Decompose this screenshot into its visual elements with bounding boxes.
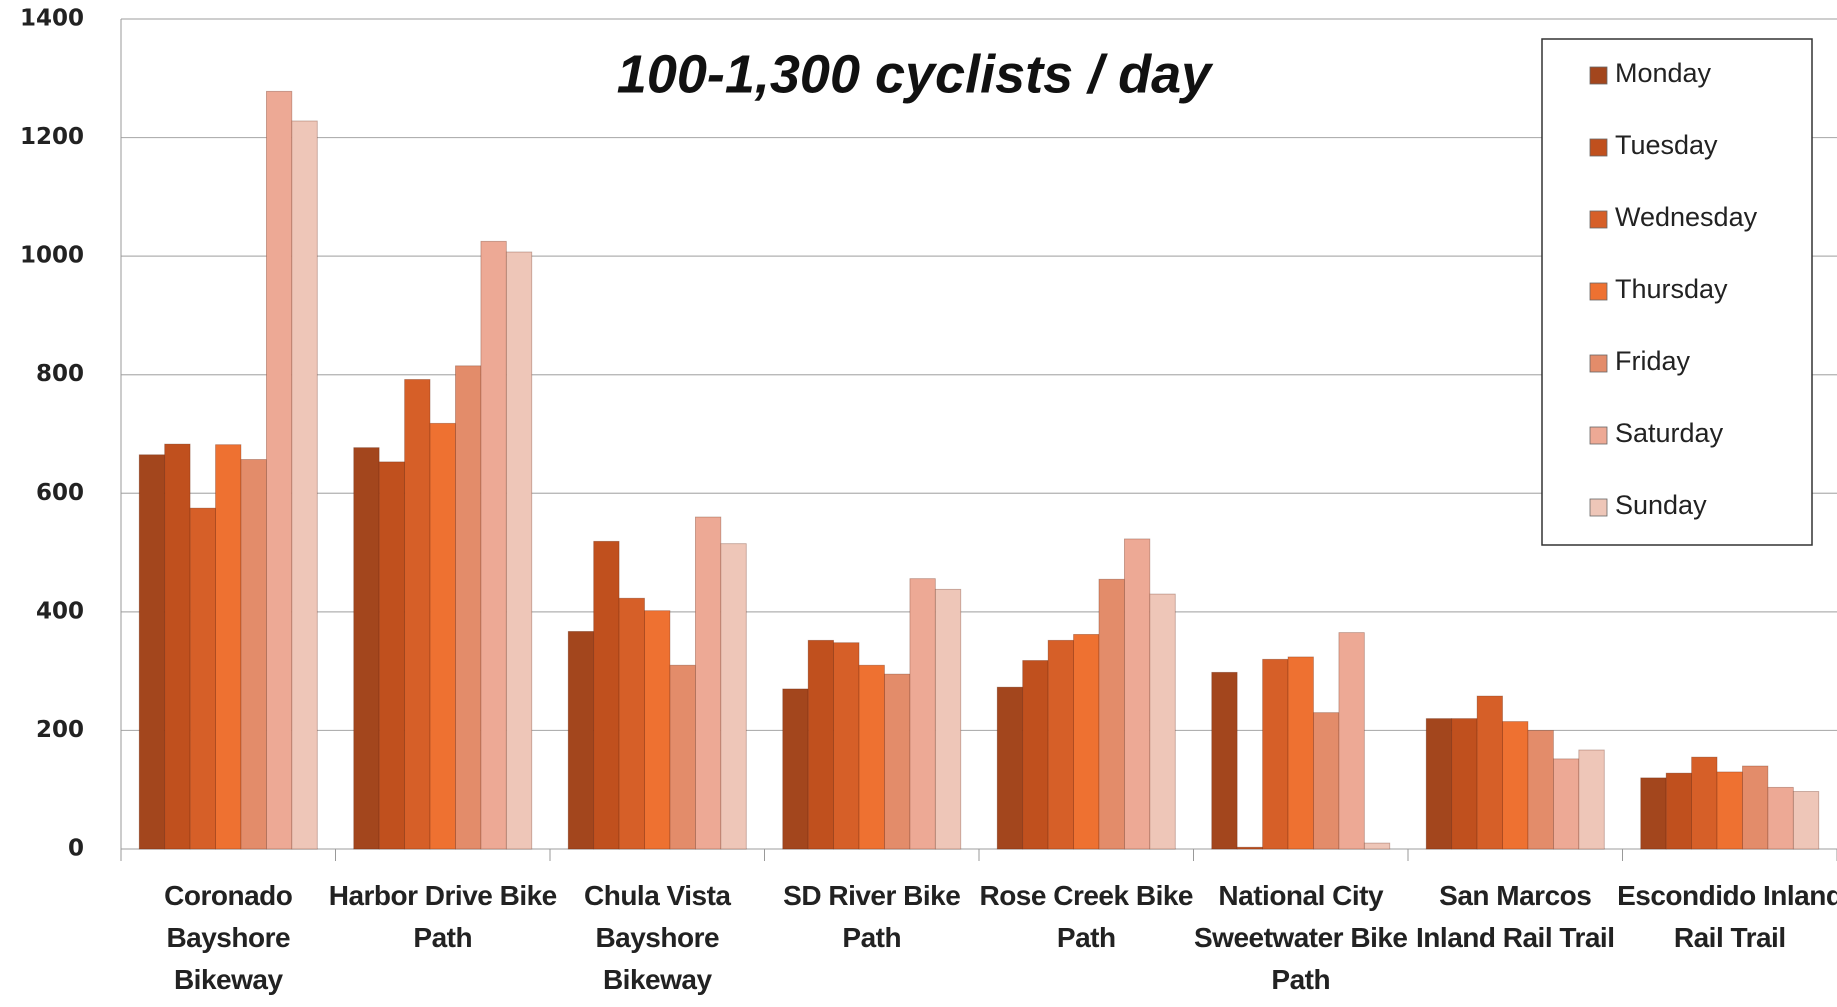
bar [996,686,1024,850]
bar [1363,842,1391,850]
bar [1098,578,1125,850]
bar [505,251,533,850]
bar [266,90,293,850]
bar [455,365,482,850]
bar [1338,632,1365,850]
bar [1451,718,1478,850]
bar [593,540,620,850]
legend-swatch [1589,282,1608,301]
x-tick-label: San Marcos Inland Rail Trail [1416,880,1615,953]
bar [1476,695,1503,850]
y-tick-label: 1000 [20,243,84,269]
y-tick-label: 800 [36,361,84,387]
bar [138,454,166,850]
bar [1124,538,1151,850]
bar [567,631,595,850]
bar [429,422,456,850]
bar [1527,730,1554,850]
bar [1792,791,1820,850]
bar [1022,660,1049,850]
bar [1287,656,1314,850]
bar [1425,718,1453,850]
bar [404,379,431,850]
x-tick-label: Rose Creek Bike Path [979,880,1193,953]
bar [353,447,380,850]
bar [291,120,318,850]
bar [164,443,191,850]
bar [858,664,885,850]
bar [934,588,962,850]
bar [1553,758,1580,850]
legend-swatch [1589,138,1608,157]
bar [1665,772,1692,850]
bar [1578,749,1605,850]
bar [1211,671,1238,850]
bar [720,543,747,850]
legend-swatch [1589,210,1608,229]
bar [480,240,507,850]
x-tick-label: National City Sweetwater Bike Path [1194,880,1408,995]
y-tick-label: 1400 [20,6,84,32]
bar [807,639,834,850]
bar [240,459,267,850]
legend-label: Tuesday [1615,130,1718,160]
bar [644,610,671,850]
legend-swatch [1589,498,1608,517]
legend-label: Saturday [1615,418,1724,448]
bar [884,673,911,850]
bar [1313,712,1340,850]
chart-title: 100-1,300 cyclists / day [617,44,1214,104]
legend-label: Friday [1615,346,1691,376]
bar [1502,721,1529,850]
x-tick-label: Harbor Drive Bike Path [328,880,558,953]
bar [1691,756,1718,850]
bar [909,578,936,850]
bar [1073,633,1100,850]
legend-label: Monday [1615,58,1712,88]
y-tick-label: 600 [36,480,84,506]
bar [1767,786,1794,850]
y-tick-label: 200 [36,717,84,743]
legend-swatch [1589,426,1608,445]
bar [782,688,809,850]
bar [1149,593,1176,850]
bar [669,664,696,850]
x-tick-label: Coronado Bayshore Bikeway [164,880,293,995]
legend-label: Thursday [1615,274,1728,304]
bar [189,507,216,850]
bar [695,516,722,850]
bar [1640,777,1667,850]
bar [1742,765,1769,850]
bar [833,642,860,850]
legend-label: Wednesday [1615,202,1758,232]
legend-label: Sunday [1615,490,1707,520]
x-tick-label: Chula Vista Bayshore Bikeway [584,880,731,995]
legend-swatch [1589,354,1608,373]
x-tick-label: SD River Bike Path [783,880,961,953]
bar [378,461,405,850]
bar [1262,658,1289,850]
y-tick-label: 0 [68,836,84,862]
bar [1047,639,1074,850]
x-tick-label: Escondido Inland Rail Trail [1617,880,1837,953]
bar [1716,771,1743,850]
bar [215,444,242,850]
legend-swatch [1589,66,1608,85]
y-tick-label: 1200 [20,124,84,150]
legend-box [1541,38,1813,546]
bar [1236,846,1263,850]
y-tick-label: 400 [36,598,84,624]
bar [618,597,645,850]
